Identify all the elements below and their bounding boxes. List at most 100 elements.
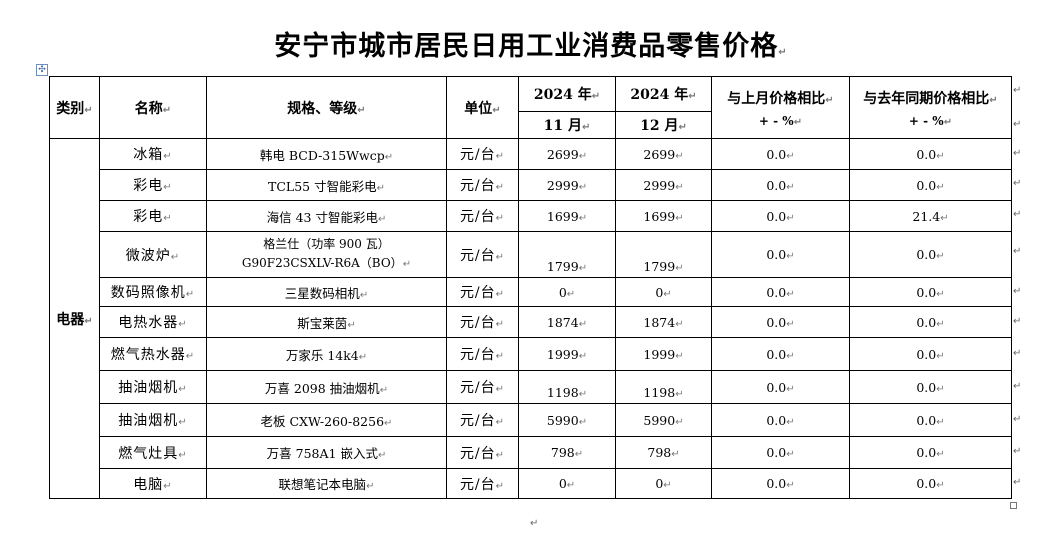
price-nov: 2999↵ [518,169,616,201]
paragraph-mark: ↵ [178,384,188,395]
cell-text: 0.0 [916,284,937,300]
header-spec: 规格、等级↵ [206,76,447,139]
cell-text: 元/台 [459,380,496,396]
table-row: 燃气热水器↵ 万家乐 14k4↵ 元/台↵ 1999↵ 1999↵ 0.0↵ 0… [50,337,1012,371]
item-spec: 斯宝莱茵↵ [206,306,447,338]
table-row: 电器↵ 冰箱↵ 韩电 BCD-315Wwcp↵ 元/台↵ 2699↵ 2699↵… [49,138,1012,499]
cell-text: 2024 年 [533,87,592,103]
row-end-mark: ↵ [1013,246,1022,257]
header-category: 类别↵ [49,76,100,139]
cell-text: 0 [558,284,567,300]
cell-text: 0.0 [916,346,937,362]
cell-text: 燃气灶具 [118,445,179,462]
cell-text: 名称 [134,100,163,117]
cell-text: + - % [908,113,944,128]
cell-text: 0.0 [916,314,937,330]
table-row: 彩电↵ TCL55 寸智能彩电↵ 元/台↵ 2999↵ 2999↵ 0.0↵ 0… [50,169,1012,201]
table-row: 微波炉↵ 格兰仕（功率 900 瓦） G90F23CSXLV-R6A（BO）↵ … [50,231,1012,278]
item-name: 冰箱↵ [99,138,207,170]
table-resize-handle[interactable] [1010,502,1017,509]
paragraph-mark: ↵ [786,150,795,162]
change-yoy: 0.0↵ [849,231,1012,278]
item-unit: 元/台↵ [446,138,519,170]
paragraph-mark: ↵ [936,318,945,330]
paragraph-mark: ↵ [675,263,684,274]
paragraph-mark: ↵ [786,480,795,491]
cell-text: 1999 [546,346,579,362]
price-dec: 1198↵ [615,370,712,404]
price-nov: 0↵ [518,277,616,307]
cell-text: 抽油烟机 [118,380,179,396]
paragraph-mark: ↵ [671,449,680,460]
change-mom: 0.0↵ [711,169,850,201]
row-end-mark: ↵ [1013,209,1022,220]
paragraph-mark: ↵ [377,213,387,225]
row-end-mark: ↵ [1013,348,1022,359]
header-year-nov: 2024 年↵ [518,76,616,112]
price-nov: 1999↵ [518,337,616,371]
paragraph-mark: ↵ [675,389,684,400]
cell-text: 与去年同期价格相比 [863,90,990,107]
paragraph-mark: ↵ [578,212,588,224]
price-dec: 798↵ [615,436,712,469]
paragraph-mark: ↵ [940,212,949,224]
price-nov: 0↵ [518,468,616,499]
table-row: 电脑↵ 联想笔记本电脑↵ 元/台↵ 0↵ 0↵ 0.0↵ 0.0↵ [50,468,1012,499]
row-end-mark: ↵ [1013,477,1022,488]
paragraph-mark: ↵ [162,104,172,116]
cell-text: 元/台 [459,178,496,194]
price-dec: 2699↵ [615,138,712,170]
cell-text: 电器 [56,311,85,328]
cell-text: 单位 [464,100,493,117]
paragraph-mark: ↵ [495,213,506,224]
row-end-mark: ↵ [1013,381,1022,392]
paragraph-mark: ↵ [163,151,173,162]
item-spec: 万喜 758A1 嵌入式↵ [206,436,447,469]
header-year-dec: 2024 年↵ [615,76,712,112]
cell-text: 元/台 [459,315,496,331]
paragraph-mark: ↵ [178,319,188,330]
change-mom: 0.0↵ [711,277,850,307]
cell-text: 元/台 [459,413,496,429]
paragraph-mark: ↵ [936,150,945,162]
row-end-mark: ↵ [1013,178,1022,189]
cell-text: 1699 [643,208,676,224]
table-move-handle-icon[interactable]: ✣ [36,64,48,76]
cell-text: 彩电 [133,178,164,194]
price-dec: 0↵ [615,277,712,307]
paragraph-mark: ↵ [936,350,945,362]
cell-text: TCL55 寸智能彩电 [268,178,377,194]
paragraph-mark: ↵ [84,104,93,116]
cell-text: 1874 [643,314,676,330]
paragraph-mark: ↵ [943,116,953,128]
paragraph-mark: ↵ [936,383,945,395]
paragraph-mark: ↵ [786,383,795,395]
item-unit: 元/台↵ [446,231,519,278]
cell-text: 元/台 [459,209,496,225]
item-spec: 海信 43 寸智能彩电↵ [206,200,447,232]
cell-text: 0.0 [916,476,937,491]
paragraph-mark: ↵ [786,251,795,262]
paragraph-mark: ↵ [163,480,173,492]
cell-text: 0 [655,476,664,491]
row-end-mark: ↵ [1013,414,1022,425]
paragraph-mark: ↵ [402,259,412,270]
price-dec: 0↵ [615,468,712,499]
paragraph-mark: ↵ [578,263,588,274]
cell-text: 类别 [56,100,85,117]
price-dec: 1999↵ [615,337,712,371]
cell-text: 斯宝莱茵 [297,315,348,331]
cell-text: 元/台 [459,347,496,363]
cell-text: 燃气热水器 [110,347,186,363]
table-row: 数码照像机↵ 三星数码相机↵ 元/台↵ 0↵ 0↵ 0.0↵ 0.0↵ [50,277,1012,307]
cell-text: 电热水器 [118,315,179,331]
paragraph-mark: ↵ [936,181,945,193]
cell-text: 电脑 [133,476,164,493]
price-nov: 1799↵ [518,231,616,278]
price-dec: 2999↵ [615,169,712,201]
item-name: 微波炉↵ [99,231,207,278]
cell-text: 2024 年 [630,87,689,103]
paragraph-mark: ↵ [163,182,173,193]
cell-text: 0.0 [916,177,937,193]
header-month-dec: 12 月↵ [615,111,712,139]
